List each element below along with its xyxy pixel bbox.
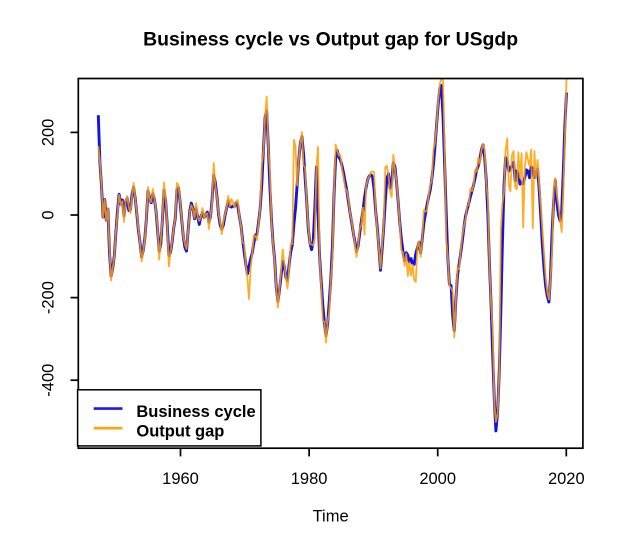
- svg-text:200: 200: [40, 119, 58, 147]
- svg-text:2020: 2020: [548, 470, 585, 488]
- svg-text:-400: -400: [40, 364, 58, 397]
- svg-text:1960: 1960: [162, 470, 199, 488]
- svg-text:2000: 2000: [419, 470, 456, 488]
- svg-text:Business cycle vs Output gap f: Business cycle vs Output gap for USgdp: [143, 29, 518, 51]
- svg-text:-200: -200: [40, 281, 58, 314]
- svg-text:Output gap: Output gap: [136, 423, 224, 441]
- svg-text:0: 0: [40, 210, 58, 219]
- svg-text:1980: 1980: [291, 470, 328, 488]
- svg-text:Business cycle: Business cycle: [136, 403, 255, 421]
- svg-text:Time: Time: [313, 507, 349, 525]
